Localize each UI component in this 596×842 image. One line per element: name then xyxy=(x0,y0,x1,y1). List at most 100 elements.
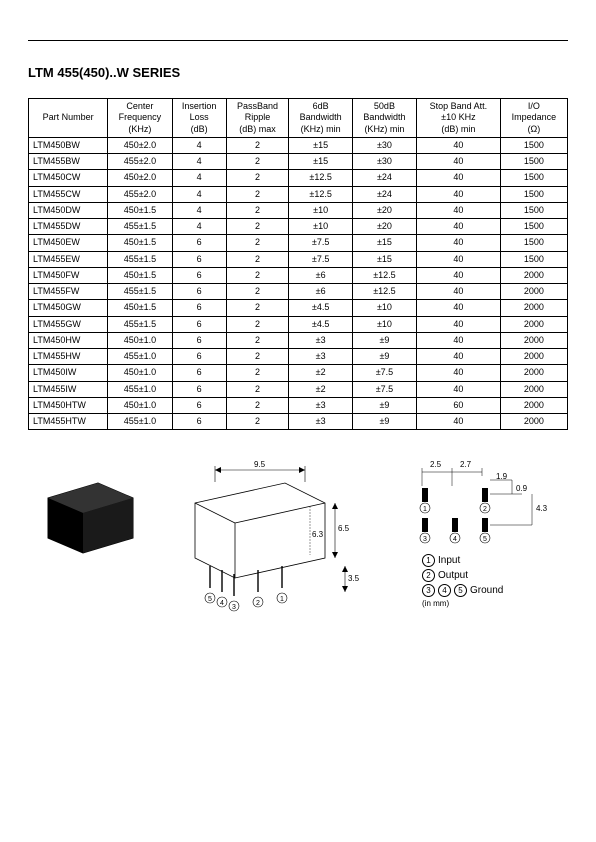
table-cell: 2 xyxy=(226,316,289,332)
svg-text:4: 4 xyxy=(220,600,224,607)
table-cell: ±3 xyxy=(289,332,353,348)
table-row: LTM450CW450±2.042±12.5±24401500 xyxy=(29,170,568,186)
component-photo xyxy=(28,458,148,568)
table-cell: ±15 xyxy=(289,154,353,170)
pin345-label: Ground xyxy=(470,585,503,596)
dim-width: 9.5 xyxy=(254,460,265,469)
table-row: LTM450HW450±1.062±3±9402000 xyxy=(29,332,568,348)
table-row: LTM455DW455±1.542±10±20401500 xyxy=(29,219,568,235)
table-row: LTM455EW455±1.562±7.5±15401500 xyxy=(29,251,568,267)
dim-h2: 6.3 xyxy=(312,530,323,539)
table-cell: 450±1.0 xyxy=(108,332,172,348)
table-cell: 40 xyxy=(416,219,500,235)
table-cell: ±4.5 xyxy=(289,316,353,332)
page: LTM 455(450)..W SERIES Part NumberCenter… xyxy=(0,0,596,842)
table-cell: 40 xyxy=(416,202,500,218)
table-cell: 1500 xyxy=(500,170,567,186)
table-cell: 2 xyxy=(226,154,289,170)
table-cell: ±24 xyxy=(353,186,417,202)
table-cell: 2000 xyxy=(500,349,567,365)
table-cell: 2000 xyxy=(500,316,567,332)
table-row: LTM450HTW450±1.062±3±9602000 xyxy=(29,397,568,413)
table-cell: 6 xyxy=(172,349,226,365)
pin2-icon: 2 xyxy=(422,569,435,582)
pin5-icon: 5 xyxy=(454,584,467,597)
table-cell: 450±1.5 xyxy=(108,202,172,218)
table-cell: 40 xyxy=(416,365,500,381)
table-row: LTM450EW450±1.562±7.5±15401500 xyxy=(29,235,568,251)
table-cell: ±10 xyxy=(289,202,353,218)
unit-note: (in mm) xyxy=(422,598,503,610)
table-row: LTM455GW455±1.562±4.5±10402000 xyxy=(29,316,568,332)
table-cell: ±12.5 xyxy=(289,186,353,202)
table-cell: ±15 xyxy=(289,137,353,153)
table-cell: 40 xyxy=(416,186,500,202)
table-cell: 455±1.0 xyxy=(108,349,172,365)
table-cell: 4 xyxy=(172,154,226,170)
table-cell: ±7.5 xyxy=(353,365,417,381)
pin-legend: 1Input 2Output 345Ground (in mm) xyxy=(422,553,503,610)
table-cell: ±4.5 xyxy=(289,300,353,316)
table-row: LTM455CW455±2.042±12.5±24401500 xyxy=(29,186,568,202)
table-cell: 4 xyxy=(172,137,226,153)
svg-text:3: 3 xyxy=(232,604,236,611)
table-cell: ±6 xyxy=(289,284,353,300)
table-cell: ±3 xyxy=(289,397,353,413)
table-cell: LTM450BW xyxy=(29,137,108,153)
dim-p5: 4.3 xyxy=(536,504,547,513)
table-cell: 2000 xyxy=(500,300,567,316)
table-cell: ±20 xyxy=(353,202,417,218)
table-cell: 4 xyxy=(172,219,226,235)
table-cell: LTM450IW xyxy=(29,365,108,381)
table-cell: 2 xyxy=(226,137,289,153)
table-cell: 40 xyxy=(416,284,500,300)
table-cell: ±9 xyxy=(353,414,417,430)
table-cell: 2 xyxy=(226,365,289,381)
table-cell: 40 xyxy=(416,381,500,397)
table-cell: 450±1.5 xyxy=(108,267,172,283)
table-cell: 2 xyxy=(226,349,289,365)
figures-row: 5 4 3 2 1 9.5 6.5 6.3 3.5 xyxy=(28,458,568,618)
table-cell: LTM450FW xyxy=(29,267,108,283)
table-cell: 2000 xyxy=(500,397,567,413)
table-cell: 6 xyxy=(172,235,226,251)
table-cell: 6 xyxy=(172,365,226,381)
svg-text:2: 2 xyxy=(483,506,487,513)
table-cell: ±12.5 xyxy=(353,284,417,300)
table-cell: 6 xyxy=(172,381,226,397)
table-cell: 40 xyxy=(416,170,500,186)
table-cell: 2 xyxy=(226,397,289,413)
table-cell: LTM450GW xyxy=(29,300,108,316)
table-cell: 2000 xyxy=(500,284,567,300)
table-cell: 2 xyxy=(226,381,289,397)
table-row: LTM455HTW455±1.062±3±9402000 xyxy=(29,414,568,430)
table-row: LTM450BW450±2.042±15±30401500 xyxy=(29,137,568,153)
dim-p2: 2.7 xyxy=(460,460,471,469)
pin3-icon: 3 xyxy=(422,584,435,597)
dim-pinh: 3.5 xyxy=(348,574,359,583)
col-header: Stop Band Att.±10 KHz(dB) min xyxy=(416,99,500,138)
table-cell: 2 xyxy=(226,267,289,283)
table-cell: ±24 xyxy=(353,170,417,186)
table-cell: LTM450CW xyxy=(29,170,108,186)
dim-p1: 2.5 xyxy=(430,460,441,469)
table-cell: LTM450HTW xyxy=(29,397,108,413)
table-cell: 40 xyxy=(416,235,500,251)
table-cell: 1500 xyxy=(500,137,567,153)
table-row: LTM450FW450±1.562±6±12.5402000 xyxy=(29,267,568,283)
table-cell: ±3 xyxy=(289,349,353,365)
table-cell: 4 xyxy=(172,186,226,202)
table-cell: 6 xyxy=(172,300,226,316)
table-cell: 40 xyxy=(416,137,500,153)
table-cell: 2 xyxy=(226,235,289,251)
table-cell: ±7.5 xyxy=(289,251,353,267)
table-row: LTM455FW455±1.562±6±12.5402000 xyxy=(29,284,568,300)
table-cell: 1500 xyxy=(500,186,567,202)
table-cell: ±20 xyxy=(353,219,417,235)
table-head: Part NumberCenterFrequency(KHz)Insertion… xyxy=(29,99,568,138)
col-header: InsertionLoss(dB) xyxy=(172,99,226,138)
table-cell: ±30 xyxy=(353,137,417,153)
table-cell: ±15 xyxy=(353,235,417,251)
top-rule xyxy=(28,40,568,41)
table-cell: ±10 xyxy=(289,219,353,235)
